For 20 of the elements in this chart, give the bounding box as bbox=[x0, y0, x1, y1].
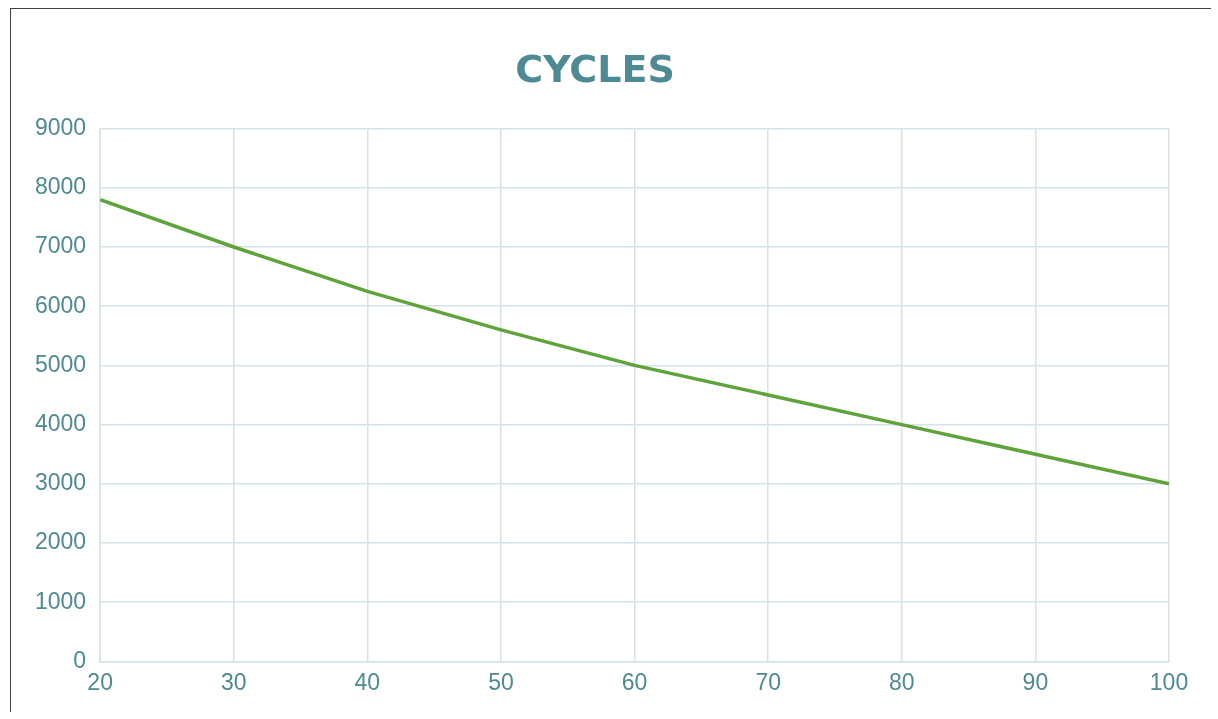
y-tick-label: 6000 bbox=[34, 291, 87, 318]
x-tick-label: 80 bbox=[888, 668, 915, 695]
y-tick-label: 1000 bbox=[34, 587, 87, 614]
y-tick-label: 5000 bbox=[34, 350, 87, 377]
x-tick-label: 40 bbox=[354, 668, 381, 695]
x-tick-label: 90 bbox=[1022, 668, 1049, 695]
x-tick-label: 100 bbox=[1149, 668, 1189, 695]
x-tick-label: 30 bbox=[220, 668, 247, 695]
y-tick-label: 8000 bbox=[34, 173, 87, 200]
x-tick-label: 70 bbox=[755, 668, 781, 695]
y-tick-label: 9000 bbox=[34, 113, 87, 140]
chart-title: CYCLES bbox=[515, 46, 675, 91]
x-tick-label: 50 bbox=[488, 668, 514, 695]
x-tick-label: 60 bbox=[621, 668, 648, 695]
y-tick-label: 0 bbox=[73, 646, 87, 673]
y-tick-label: 3000 bbox=[34, 469, 87, 496]
y-tick-label: 4000 bbox=[34, 409, 87, 436]
x-tick-label: 20 bbox=[87, 668, 113, 695]
y-tick-label: 2000 bbox=[34, 528, 87, 555]
y-tick-label: 7000 bbox=[34, 232, 87, 259]
